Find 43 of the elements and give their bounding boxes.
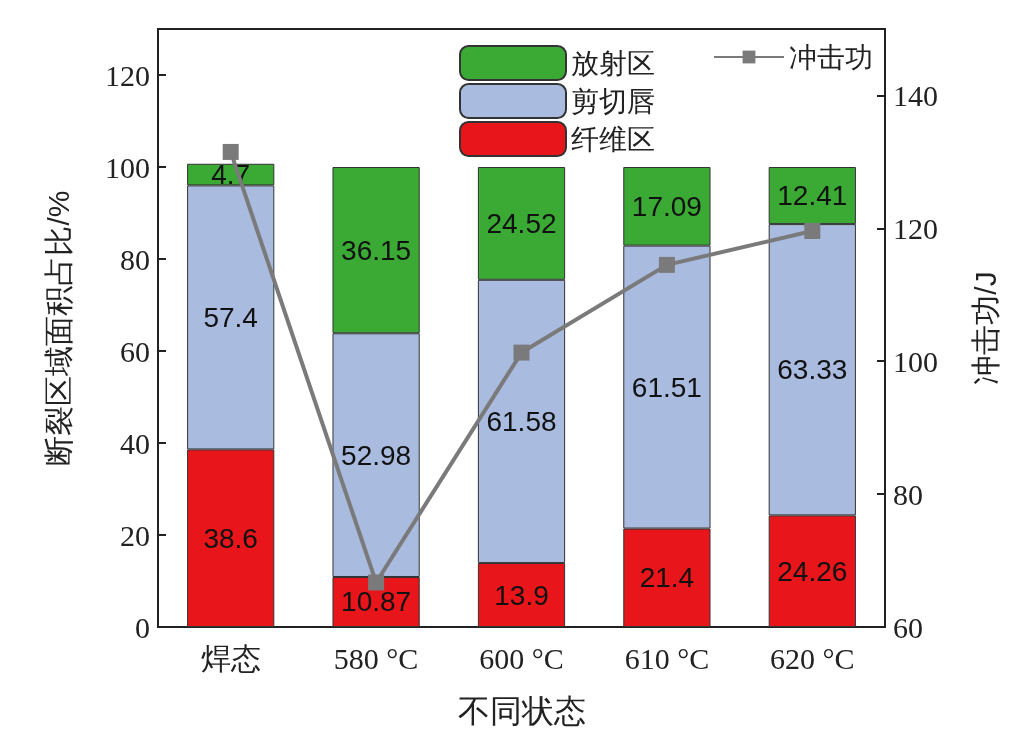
y-tick-label: 80 xyxy=(120,242,150,276)
y-tick-label: 0 xyxy=(135,610,150,644)
data-label: 61.58 xyxy=(486,405,557,437)
x-tick-label: 焊态 xyxy=(200,641,261,675)
legend-label: 放射区 xyxy=(571,47,655,79)
x-tick-label: 620 °C xyxy=(770,641,855,675)
point xyxy=(658,256,675,273)
y2-tick-label: 100 xyxy=(893,344,938,378)
x-axis-title: 不同状态 xyxy=(457,693,586,729)
x-tick-label: 600 °C xyxy=(479,641,564,675)
data-label: 52.98 xyxy=(341,439,412,471)
legend-label: 剪切唇 xyxy=(571,85,655,117)
point xyxy=(368,574,385,591)
y-tick-label: 20 xyxy=(120,518,150,552)
data-label: 24.26 xyxy=(777,555,848,587)
point xyxy=(222,143,239,160)
data-label: 36.15 xyxy=(341,234,412,266)
y2-tick-label: 120 xyxy=(893,211,938,245)
y2-tick-label: 140 xyxy=(893,78,938,112)
data-label: 24.52 xyxy=(486,207,557,239)
point xyxy=(804,222,821,239)
y-tick-label: 40 xyxy=(120,426,150,460)
legend-label: 冲击功 xyxy=(789,41,873,73)
data-label: 13.9 xyxy=(494,579,549,611)
data-label: 38.6 xyxy=(203,522,258,554)
y-tick-label: 60 xyxy=(120,334,150,368)
legend-label: 纤维区 xyxy=(571,123,655,155)
data-label: 61.51 xyxy=(631,371,702,403)
y-axis-title: 断裂区域面积占比/% xyxy=(41,190,75,466)
data-label: 63.33 xyxy=(777,354,848,386)
x-tick-label: 610 °C xyxy=(624,641,710,675)
y-tick-label: 120 xyxy=(105,58,150,92)
data-label: 10.87 xyxy=(341,586,412,618)
data-label: 17.09 xyxy=(631,190,702,222)
data-label: 57.4 xyxy=(203,301,258,333)
data-label: 12.41 xyxy=(777,180,848,212)
y2-tick-label: 80 xyxy=(893,477,923,511)
point xyxy=(513,344,530,361)
y2-tick-label: 60 xyxy=(893,610,923,644)
y2-axis-title: 冲击功/J xyxy=(968,271,1002,385)
x-tick-label: 580 °C xyxy=(333,641,419,675)
y-tick-label: 100 xyxy=(105,150,150,184)
data-label: 21.4 xyxy=(639,562,695,594)
